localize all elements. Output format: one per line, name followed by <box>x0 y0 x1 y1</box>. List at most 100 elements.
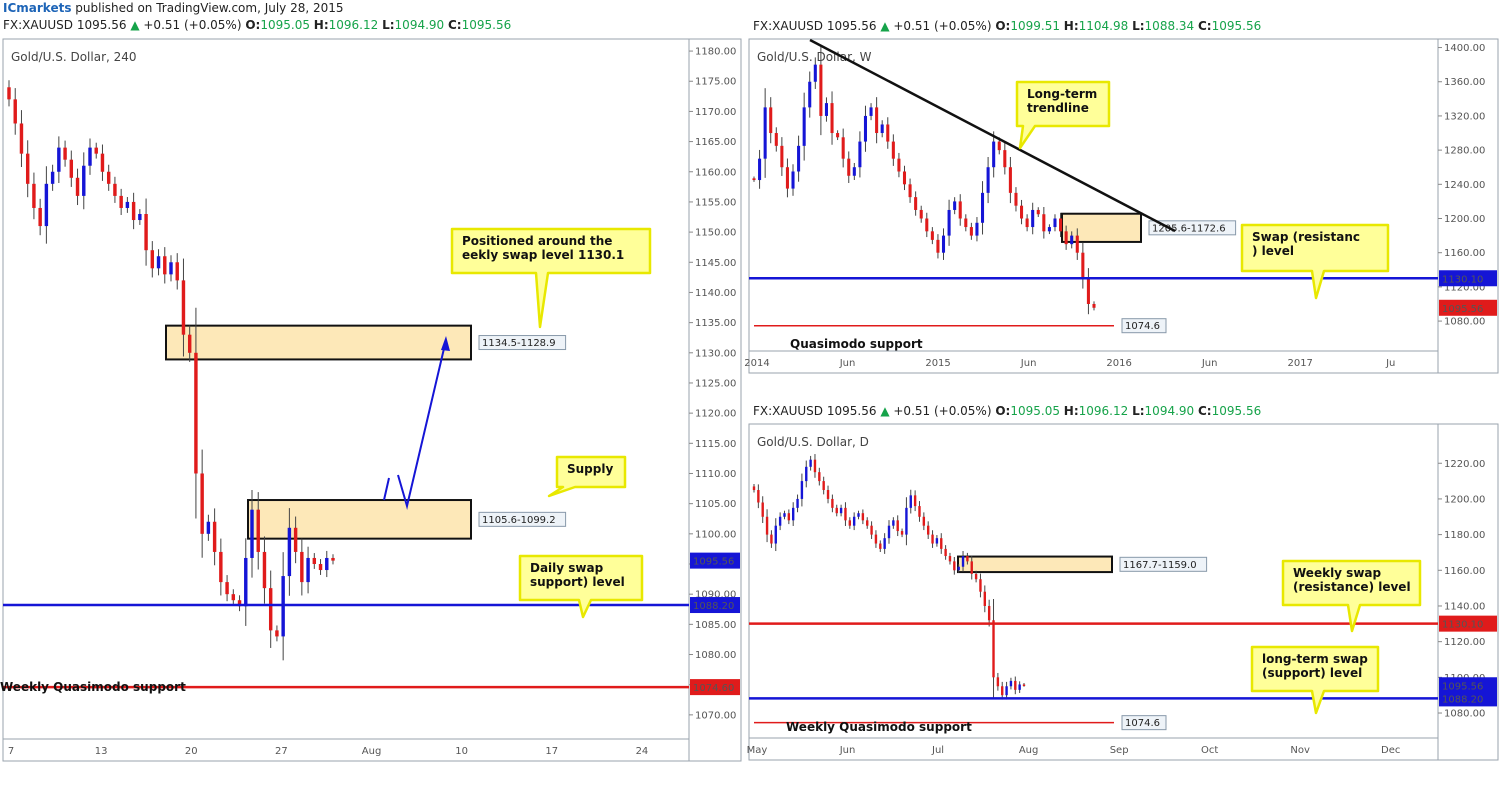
d-header: FX:XAUUSD 1095.56 ▲ +0.51 (+0.05%) O:109… <box>753 404 1261 418</box>
candle-body <box>175 262 179 281</box>
candle-body <box>94 147 98 154</box>
candle-body <box>1086 278 1090 304</box>
h4-c-label: C: <box>448 18 462 32</box>
y-tick-label: 1110.00 <box>695 469 736 480</box>
candle-body <box>287 527 292 577</box>
h4-change: +0.51 (+0.05%) <box>143 18 242 32</box>
candle-body <box>913 495 917 507</box>
ann-daily-swap-text: Daily swap <box>530 561 604 575</box>
candle-body <box>69 159 74 178</box>
d-open: 1095.05 <box>1010 404 1060 418</box>
y-tick-label: 1180.00 <box>1444 530 1485 541</box>
candle-body <box>992 141 996 168</box>
candle-body <box>975 222 979 236</box>
candle-body <box>19 123 24 154</box>
candle-body <box>244 557 248 607</box>
x-tick-label: Nov <box>1290 745 1310 756</box>
candle-body <box>852 167 856 176</box>
candle-body <box>830 103 834 134</box>
candle-body <box>797 145 801 172</box>
long-term-trendline <box>809 38 1176 233</box>
candle-body <box>875 107 879 134</box>
level-label: 1074.6 <box>1125 718 1160 729</box>
candle-body <box>752 178 756 181</box>
candle-body <box>50 171 55 184</box>
candle-body <box>82 165 86 196</box>
candle-body <box>813 459 817 473</box>
candle-body <box>948 556 952 562</box>
candle-body <box>100 153 105 172</box>
candle-body <box>979 579 982 592</box>
y-tick-label: 1135.00 <box>695 318 736 329</box>
y-tick-label: 1115.00 <box>695 439 736 450</box>
zone-label-box <box>1119 556 1208 572</box>
candle-body <box>941 235 946 253</box>
candle-body <box>940 538 943 549</box>
candle-body <box>1014 192 1018 206</box>
candle-body <box>1036 209 1040 215</box>
panel-frame <box>748 38 1499 374</box>
y-tick-label: 1140.00 <box>1444 601 1485 612</box>
d-price: 1095.56 <box>826 404 877 418</box>
candle-body <box>769 107 773 134</box>
y-tick-label: 1070.00 <box>695 710 736 721</box>
ann-lt-swap-text: long-term swap <box>1262 652 1368 666</box>
candle-body <box>914 197 918 210</box>
chart-title: Gold/U.S. Dollar, D <box>757 435 869 449</box>
w-header: FX:XAUUSD 1095.56 ▲ +0.51 (+0.05%) O:109… <box>753 19 1261 33</box>
zone-label: 1134.5-1128.9 <box>482 338 556 349</box>
candle-body <box>765 516 769 535</box>
candle-body <box>306 557 310 583</box>
x-tick-label: Aug <box>362 746 382 757</box>
x-tick-label: Jul <box>931 745 944 756</box>
ann-weekly-swap-res-text: (resistance) level <box>1293 580 1411 594</box>
brand-name[interactable]: ICmarkets <box>3 1 72 15</box>
candle-body <box>119 195 123 208</box>
d-l-label: L: <box>1132 404 1145 418</box>
candle-body <box>219 551 223 583</box>
candle-body <box>947 209 951 236</box>
candle-body <box>926 525 930 535</box>
candle-body <box>883 538 886 549</box>
candle-body <box>925 218 929 232</box>
candle-body <box>808 81 812 108</box>
price-tag-label: 1130.10 <box>1442 620 1483 631</box>
candle-body <box>156 256 161 269</box>
h4-high: 1096.12 <box>328 18 379 32</box>
candle-body <box>1070 235 1074 245</box>
candle-body <box>1022 684 1026 686</box>
x-tick-label: Jun <box>839 745 856 756</box>
y-tick-label: 1170.00 <box>695 107 736 118</box>
candle-body <box>1009 680 1013 687</box>
candle-body <box>909 495 912 508</box>
candle-body <box>194 352 198 474</box>
candle-body <box>831 498 834 508</box>
price-tag-box <box>1439 615 1497 632</box>
h4-open: 1095.05 <box>260 18 310 32</box>
candle-body <box>57 147 61 172</box>
x-tick-label: May <box>747 745 768 756</box>
candle-body <box>169 262 173 275</box>
candle-body <box>1008 167 1012 193</box>
price-tag-label: 1088.20 <box>693 601 734 612</box>
publisher-text: published on TradingView.com, July 28, 2… <box>71 1 344 15</box>
y-tick-label: 1240.00 <box>1444 180 1485 191</box>
ann-weekly-qm: Weekly Quasimodo support <box>0 680 186 694</box>
candle-body <box>809 459 812 467</box>
candle-body <box>886 124 890 142</box>
up-arrow-icon: ▲ <box>880 404 890 418</box>
y-tick-label: 1180.00 <box>695 47 736 58</box>
last-price-box <box>1439 299 1497 316</box>
candle-body <box>113 183 117 196</box>
candle-body <box>964 218 968 228</box>
candle-body <box>325 557 329 571</box>
ann-daily-swap-bubble <box>518 554 644 619</box>
d-low: 1094.90 <box>1144 404 1195 418</box>
level-label-box <box>1121 318 1167 334</box>
w-c-label: C: <box>1198 19 1212 33</box>
up-arrow-icon: ▲ <box>130 18 140 32</box>
candle-body <box>983 591 987 606</box>
candle-body <box>866 520 869 526</box>
panel-d: Gold/U.S. Dollar, D1080.001100.001120.00… <box>747 423 1499 761</box>
